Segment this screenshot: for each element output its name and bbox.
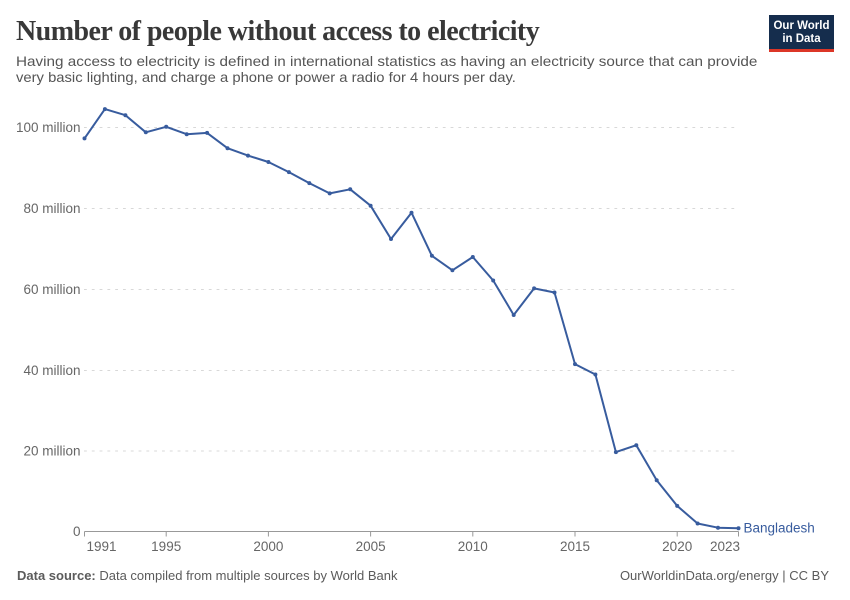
svg-text:2020: 2020 (662, 539, 692, 554)
svg-text:Bangladesh: Bangladesh (744, 521, 815, 536)
svg-text:60 million: 60 million (23, 282, 80, 297)
svg-text:2000: 2000 (253, 539, 283, 554)
svg-text:0: 0 (73, 524, 81, 539)
svg-text:20 million: 20 million (23, 444, 80, 459)
svg-text:100 million: 100 million (16, 120, 81, 135)
svg-text:2010: 2010 (458, 539, 488, 554)
svg-text:2023: 2023 (710, 539, 740, 554)
svg-text:80 million: 80 million (23, 201, 80, 216)
svg-text:1995: 1995 (151, 539, 181, 554)
svg-text:1991: 1991 (87, 539, 117, 554)
svg-text:2005: 2005 (356, 539, 386, 554)
svg-text:40 million: 40 million (23, 363, 80, 378)
svg-text:2015: 2015 (560, 539, 590, 554)
